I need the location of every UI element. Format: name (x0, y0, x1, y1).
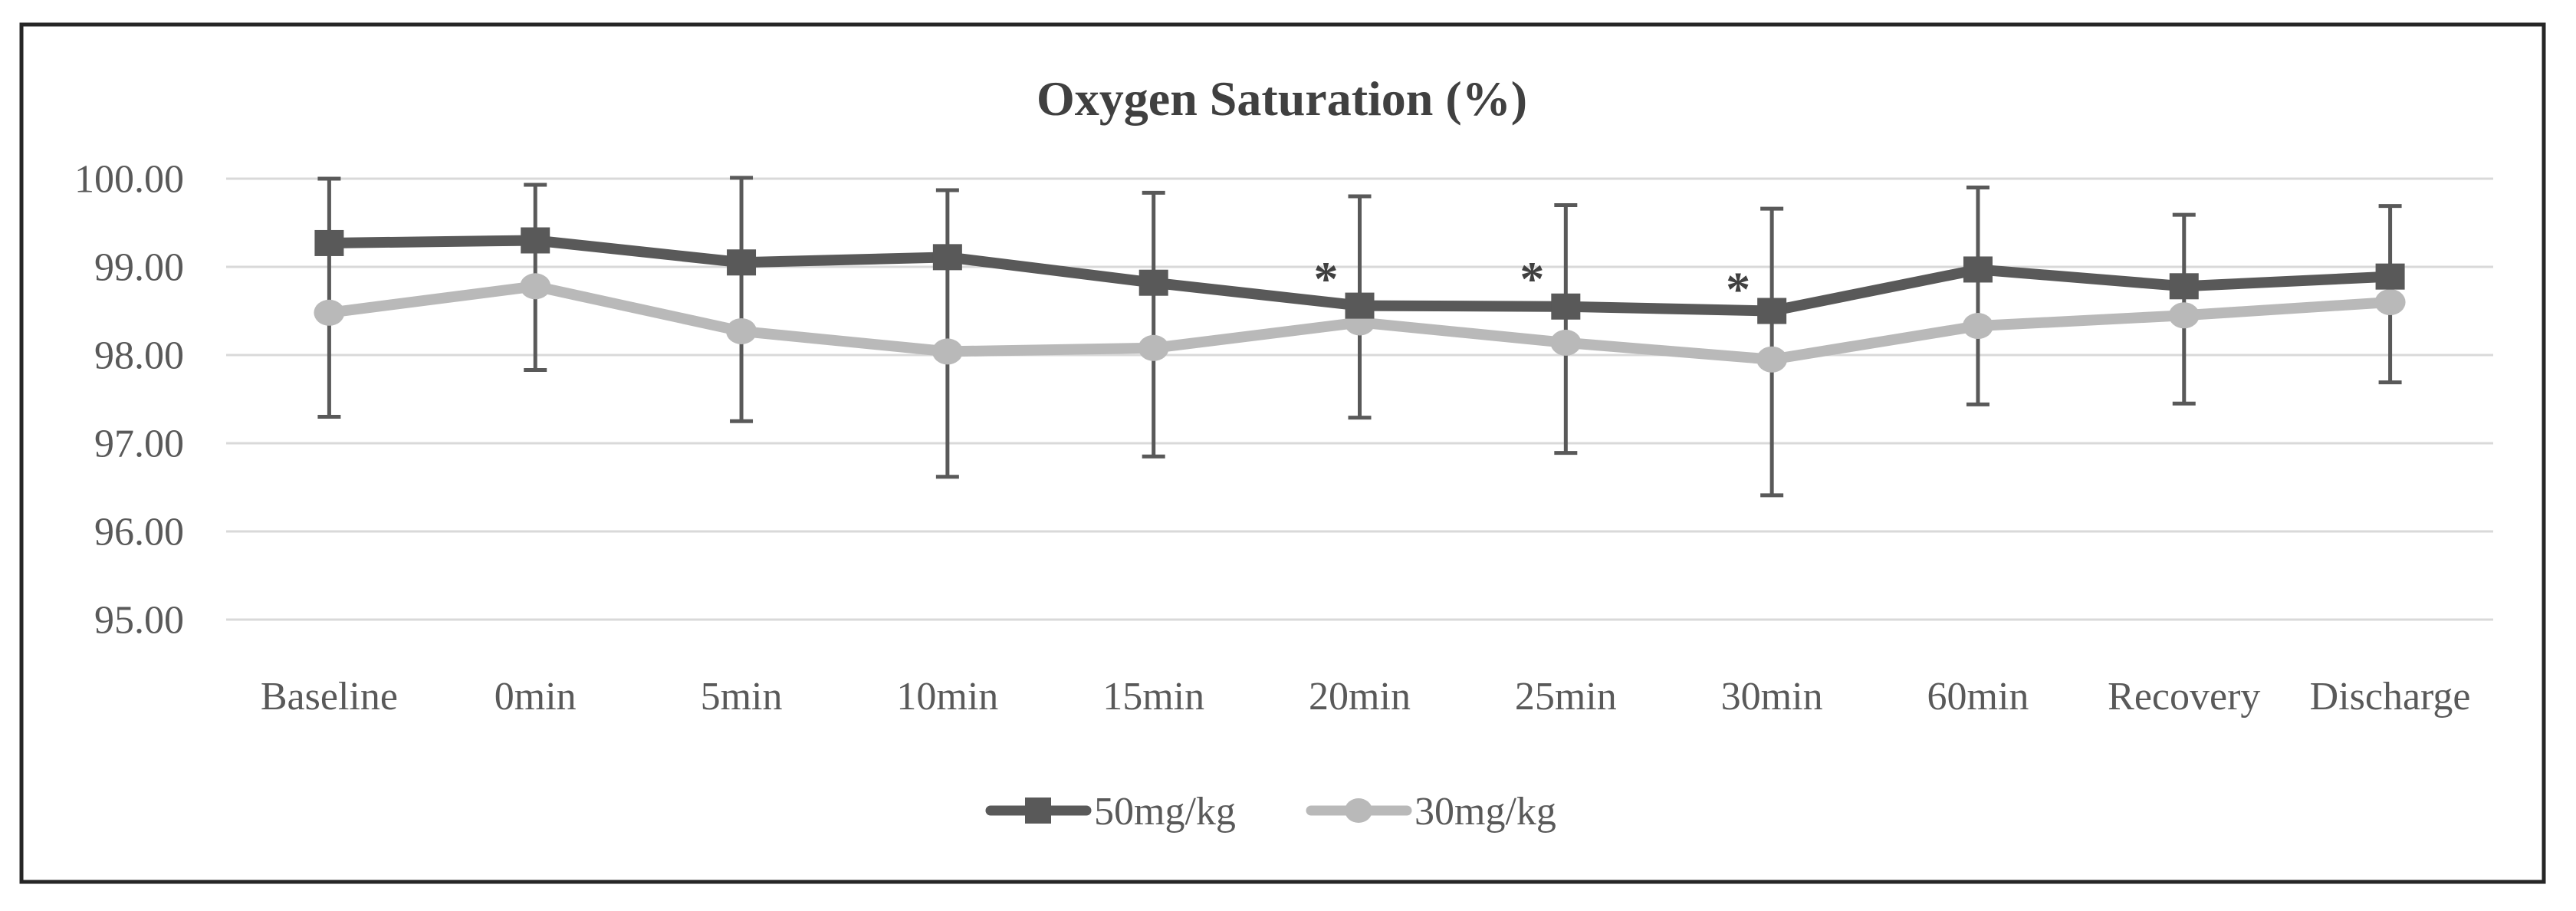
marker-circle-15min (1138, 334, 1169, 361)
marker-circle-30min (1756, 346, 1788, 373)
x-tick-label: 15min (1102, 675, 1204, 719)
y-tick-label: 97.00 (94, 423, 184, 466)
marker-circle-Baseline (314, 299, 345, 326)
error-bar-25min (1554, 203, 1578, 456)
x-tick-label: Discharge (2310, 675, 2471, 719)
x-tick-label: 5min (701, 675, 783, 719)
x-tick-label: 25min (1515, 675, 1617, 719)
marker-circle-Discharge (2374, 289, 2406, 315)
y-tick-label: 99.00 (94, 246, 184, 290)
y-tick-label: 95.00 (94, 599, 184, 643)
chart-border (19, 22, 2546, 884)
x-tick-label: 0min (495, 675, 577, 719)
legend-item-30mgkg: 30mg/kg (1306, 790, 1556, 834)
marker-square-15min (1138, 269, 1168, 296)
error-bar-15min (1142, 190, 1165, 459)
marker-square-Discharge (2375, 263, 2405, 290)
marker-square-5min (727, 249, 757, 276)
legend-square-marker (1025, 798, 1051, 824)
marker-circle-25min (1550, 329, 1582, 356)
significance-asterisk: * (1726, 262, 1750, 317)
marker-circle-0min (520, 273, 551, 300)
x-tick-label: 30min (1721, 675, 1823, 719)
y-tick-label: 100.00 (74, 158, 184, 202)
marker-square-Recovery (2169, 273, 2199, 300)
error-bar-5min (730, 176, 754, 423)
legend-item-50mgkg: 50mg/kg (985, 790, 1236, 834)
legend-circle-marker (1345, 798, 1372, 823)
marker-square-Baseline (314, 229, 344, 256)
marker-circle-Recovery (2168, 302, 2200, 329)
marker-circle-60min (1962, 313, 1993, 340)
marker-square-60min (1963, 256, 1993, 283)
x-tick-label: 20min (1309, 675, 1411, 719)
x-tick-label: Recovery (2108, 675, 2260, 719)
marker-square-25min (1551, 293, 1581, 320)
x-tick-label: 10min (896, 675, 998, 719)
marker-circle-5min (726, 317, 757, 344)
marker-square-30min (1757, 298, 1787, 324)
legend-label: 30mg/kg (1414, 790, 1556, 834)
legend-label: 50mg/kg (1094, 790, 1236, 834)
error-bar-Baseline (317, 176, 341, 419)
error-bar-60min (1966, 186, 1990, 406)
marker-square-20min (1345, 292, 1375, 319)
significance-asterisk: * (1314, 252, 1339, 306)
marker-square-10min (932, 244, 962, 271)
significance-asterisk: * (1520, 252, 1544, 306)
y-tick-label: 98.00 (94, 334, 184, 378)
y-tick-label: 96.00 (94, 511, 184, 554)
marker-square-0min (521, 227, 550, 254)
error-bar-10min (935, 188, 959, 479)
marker-circle-10min (932, 338, 963, 365)
chart-title: Oxygen Saturation (%) (1037, 71, 1527, 126)
x-tick-label: Baseline (261, 675, 398, 719)
x-tick-label: 60min (1927, 675, 2029, 719)
